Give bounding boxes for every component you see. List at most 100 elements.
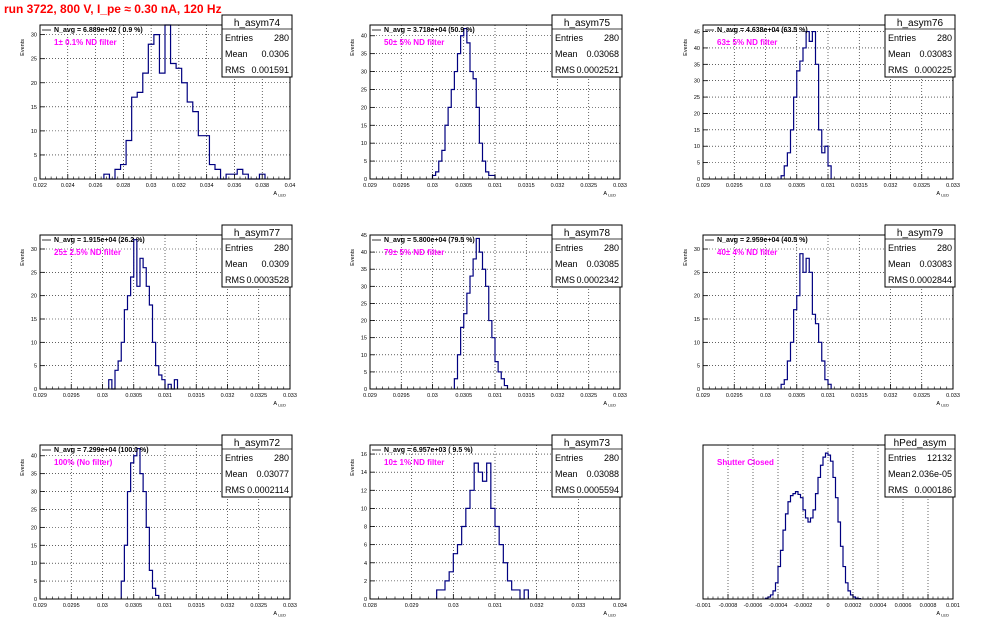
stats-mean-value: 0.03083 [919,49,952,59]
y-tick-label: 0 [364,387,367,393]
x-axis-title: A LED [273,401,286,408]
y-tick-label: 30 [31,490,37,496]
x-tick-label: 0.036 [228,183,242,189]
x-tick-label: 0.03 [448,603,459,609]
stats-entries-label: Entries [225,453,254,463]
y-tick-label: 10 [694,340,700,346]
x-tick-label: 0.031 [821,393,835,399]
x-tick-label: 0.032 [172,183,186,189]
y-tick-label: 14 [361,470,367,476]
histogram-panel-h_asym78: 0.029 0.0295 0.03 0.0305 0.031 0.0315 0.032 0.0… [350,224,627,408]
stats-entries-value: 280 [604,243,619,253]
x-tick-label: 0.034 [200,183,214,189]
x-axis-title-subscript: LED [277,403,286,408]
x-axis-title: A LED [936,191,949,198]
y-tick-label: 15 [361,336,367,342]
y-tick-label: 30 [361,70,367,76]
x-tick-label: 0.029 [696,393,710,399]
y-tick-label: 20 [361,319,367,325]
filter-annotation: 1± 0.1% ND filter [54,38,117,47]
y-tick-label: 10 [361,506,367,512]
x-tick-label: 0.0325 [580,183,597,189]
filter-annotation: 100% (No filter) [54,458,113,467]
stats-rms-label: RMS [225,485,245,495]
x-tick-label: 0.032 [551,183,565,189]
y-axis-title: Events [20,249,26,266]
stats-rms-value: 0.0005594 [576,485,619,495]
y-tick-label: 15 [694,128,700,134]
x-axis-title: A LED [273,611,286,618]
x-tick-label: 0.0305 [125,393,142,399]
stats-title: h_asym72 [234,438,281,449]
x-tick-label: 0.031 [488,393,502,399]
stats-rms-label: RMS [225,275,245,285]
stats-title: h_asym75 [564,18,611,29]
stats-title: hPed_asym [894,438,947,449]
y-tick-label: 10 [31,129,37,135]
x-tick-label: 0.032 [884,183,898,189]
stats-mean-value: 0.03085 [586,259,619,269]
x-tick-label: 0.033 [571,603,585,609]
navg-label: N_avg = 6.957e+03 ( 9.5 %) [384,447,473,454]
filter-annotation: 63± 5% ND filter [717,38,777,47]
x-tick-label: 0.0002 [845,603,862,609]
x-tick-label: 0.024 [61,183,75,189]
y-tick-label: 0 [34,597,37,603]
stats-rms-label: RMS [555,65,575,75]
x-tick-label: 0.001 [946,603,960,609]
y-tick-label: 2 [364,579,367,585]
x-tick-label: 0.0305 [788,183,805,189]
stats-box: h_asym72 Entries 280 Mean 0.03077 RMS 0.000211… [221,434,293,498]
y-axis-title: Events [350,39,356,56]
y-tick-label: 45 [694,30,700,36]
stats-rms-label: RMS [225,65,245,75]
x-tick-label: 0.033 [613,393,627,399]
x-tick-label: 0.0315 [851,183,868,189]
y-axis-title: Events [350,459,356,476]
y-axis-title: Events [20,39,26,56]
stats-box-frame [221,224,293,288]
stats-box-frame [551,434,623,498]
filter-annotation: 25± 2.5% ND filter [54,248,121,257]
x-tick-label: 0.0325 [913,393,930,399]
stats-title: h_asym73 [564,438,611,449]
x-tick-label: 0.0325 [580,393,597,399]
x-tick-label: 0.0315 [188,393,205,399]
x-tick-label: 0.032 [884,393,898,399]
stats-entries-label: Entries [888,453,917,463]
y-tick-label: 25 [31,507,37,513]
x-axis-title: A LED [936,611,949,618]
x-tick-label: 0.0305 [788,393,805,399]
x-tick-label: 0.029 [696,183,710,189]
histogram-panel-h_asym76: 0.029 0.0295 0.03 0.0305 0.031 0.0315 0.032 0.0… [683,14,960,198]
x-axis-title-subscript: LED [940,193,949,198]
x-axis-title: A LED [603,401,616,408]
y-tick-label: 25 [361,301,367,307]
x-axis-title-subscript: LED [607,613,616,618]
stats-title: h_asym74 [234,18,281,29]
y-tick-label: 0 [364,177,367,183]
stats-rms-value: 0.001591 [251,65,289,75]
y-tick-label: 35 [361,267,367,273]
y-tick-label: 45 [361,233,367,239]
x-tick-label: 0.0305 [125,603,142,609]
stats-mean-value: 0.0306 [261,49,289,59]
y-tick-label: 20 [361,105,367,111]
y-tick-label: 5 [34,153,37,159]
y-tick-label: 8 [364,525,367,531]
y-tick-label: 35 [31,472,37,478]
histogram-series [780,253,832,390]
stats-rms-value: 0.0002114 [247,485,289,495]
y-tick-label: 35 [361,52,367,58]
stats-mean-label: Mean [888,259,911,269]
x-tick-label: 0.032 [221,603,235,609]
y-tick-label: 40 [694,46,700,52]
stats-mean-label: Mean [555,259,578,269]
x-tick-label: 0.0295 [63,393,80,399]
y-tick-label: 0 [34,177,37,183]
x-tick-label: 0.032 [530,603,544,609]
stats-rms-label: RMS [555,485,575,495]
x-tick-label: 0.0325 [250,603,267,609]
y-tick-label: 0 [697,387,700,393]
